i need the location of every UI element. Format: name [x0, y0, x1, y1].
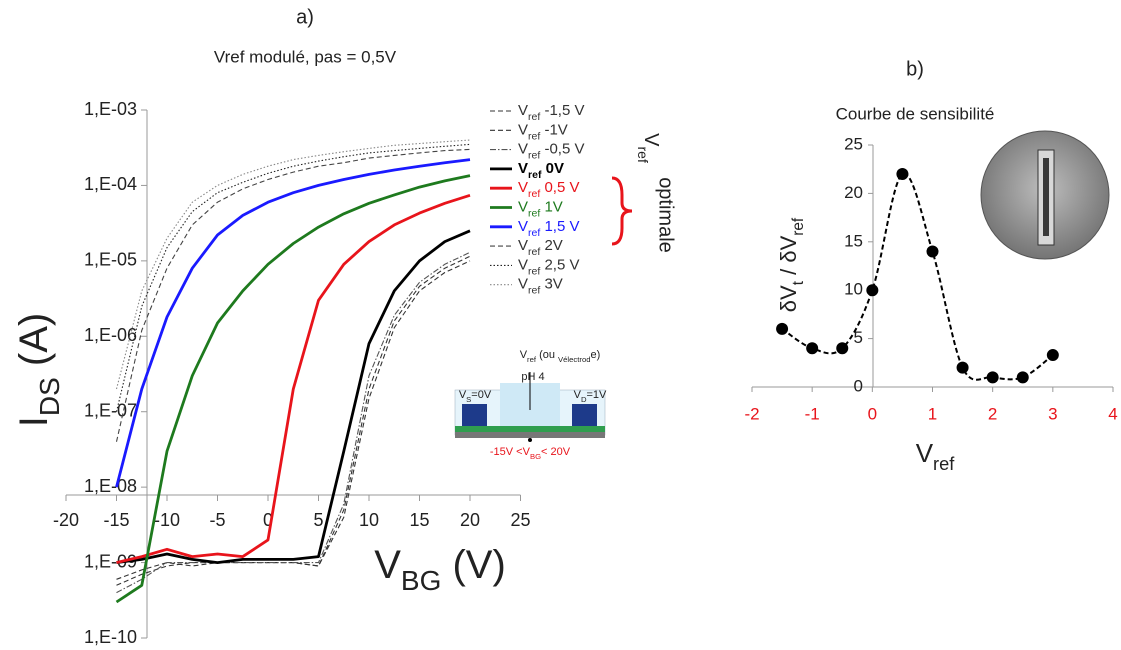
series-line: [115, 174, 471, 604]
legend-label: Vref 0V: [518, 160, 564, 181]
legend-label: Vref -0,5 V: [518, 141, 584, 162]
y-axis-title: δVt / δVref: [776, 217, 807, 312]
data-point: [776, 322, 789, 335]
x-tick-label: -2: [744, 404, 759, 423]
x-tick-label: -10: [154, 510, 180, 530]
annotation: pH 4: [521, 371, 544, 383]
series-line: [116, 229, 471, 564]
legend-label: Vref 2,5 V: [518, 256, 579, 277]
data-point: [896, 168, 909, 181]
legend-label: Vref 3V: [518, 276, 563, 297]
annotation: -15V <VBG< 20V: [490, 446, 571, 461]
legend-label: Vref 0,5 V: [518, 179, 579, 200]
x-axis-title: Vref: [916, 438, 956, 474]
panel-title: a): [296, 6, 314, 28]
data-point: [956, 361, 969, 374]
series-line: [116, 193, 471, 564]
annotation: Vref (ou Vélectrode): [520, 349, 601, 364]
y-tick-label: 5: [854, 328, 863, 347]
series-line: [116, 255, 471, 586]
panel-title: b): [906, 58, 924, 80]
legend-label: Vref 1,5 V: [518, 218, 579, 239]
x-axis-title: VBG (V): [374, 543, 506, 596]
x-tick-label: 2: [988, 404, 997, 423]
x-tick-label: -20: [53, 510, 79, 530]
data-point: [866, 284, 879, 297]
legend-label: Vref 2V: [518, 237, 563, 258]
series-line: [116, 260, 471, 580]
x-tick-label: 4: [1108, 404, 1117, 423]
y-tick-label: 10: [844, 280, 863, 299]
data-point: [1046, 349, 1059, 362]
y-tick-label: 1,E-10: [84, 627, 137, 647]
series-line: [116, 251, 471, 594]
x-tick-label: 15: [409, 510, 429, 530]
y-tick-label: 20: [844, 183, 863, 202]
y-tick-label: 1,E-09: [84, 551, 137, 571]
x-tick-label: 20: [460, 510, 480, 530]
panel-subtitle: Vref modulé, pas = 0,5V: [214, 47, 397, 66]
annotation: VS=0V: [459, 389, 492, 404]
y-tick-label: 0: [854, 376, 863, 395]
y-tick-label: 1,E-06: [84, 325, 137, 345]
series-line: [115, 158, 471, 488]
x-tick-label: -1: [805, 404, 820, 423]
y-tick-label: 1,E-05: [84, 250, 137, 270]
annotation: VD=1V: [574, 389, 607, 404]
x-tick-label: 1: [928, 404, 937, 423]
trend-line: [781, 172, 1054, 381]
device-schematic: [454, 372, 606, 442]
panel-subtitle: Courbe de sensibilité: [836, 104, 995, 123]
legend-label: Vref 1V: [518, 198, 563, 219]
data-point: [836, 342, 849, 355]
x-tick-label: 25: [510, 510, 530, 530]
sem-image: [980, 130, 1110, 260]
y-tick-label: 25: [844, 134, 863, 153]
y-tick-label: 1,E-03: [84, 99, 137, 119]
brace: [611, 176, 633, 246]
series-line: [115, 143, 471, 412]
x-tick-label: 0: [263, 510, 273, 530]
x-tick-label: -5: [209, 510, 225, 530]
data-point: [1016, 371, 1029, 384]
legend-label: Vref -1,5 V: [518, 102, 584, 123]
y-tick-label: 1,E-04: [84, 174, 137, 194]
x-tick-label: 0: [868, 404, 877, 423]
x-tick-label: -15: [103, 510, 129, 530]
legend-label: Vref -1V: [518, 121, 568, 142]
series-line: [115, 148, 471, 442]
annotation: optimale: [655, 177, 677, 253]
y-axis-title: IDS (A): [12, 313, 65, 427]
x-tick-label: 5: [313, 510, 323, 530]
data-point: [926, 245, 939, 258]
x-tick-label: 3: [1048, 404, 1057, 423]
data-point: [806, 342, 819, 355]
y-tick-label: 15: [844, 231, 863, 250]
annotation: Vref: [635, 133, 661, 163]
y-tick-label: 1,E-08: [84, 476, 137, 496]
y-tick-label: 1,E-07: [84, 400, 137, 420]
data-point: [986, 371, 999, 384]
x-tick-label: 10: [359, 510, 379, 530]
